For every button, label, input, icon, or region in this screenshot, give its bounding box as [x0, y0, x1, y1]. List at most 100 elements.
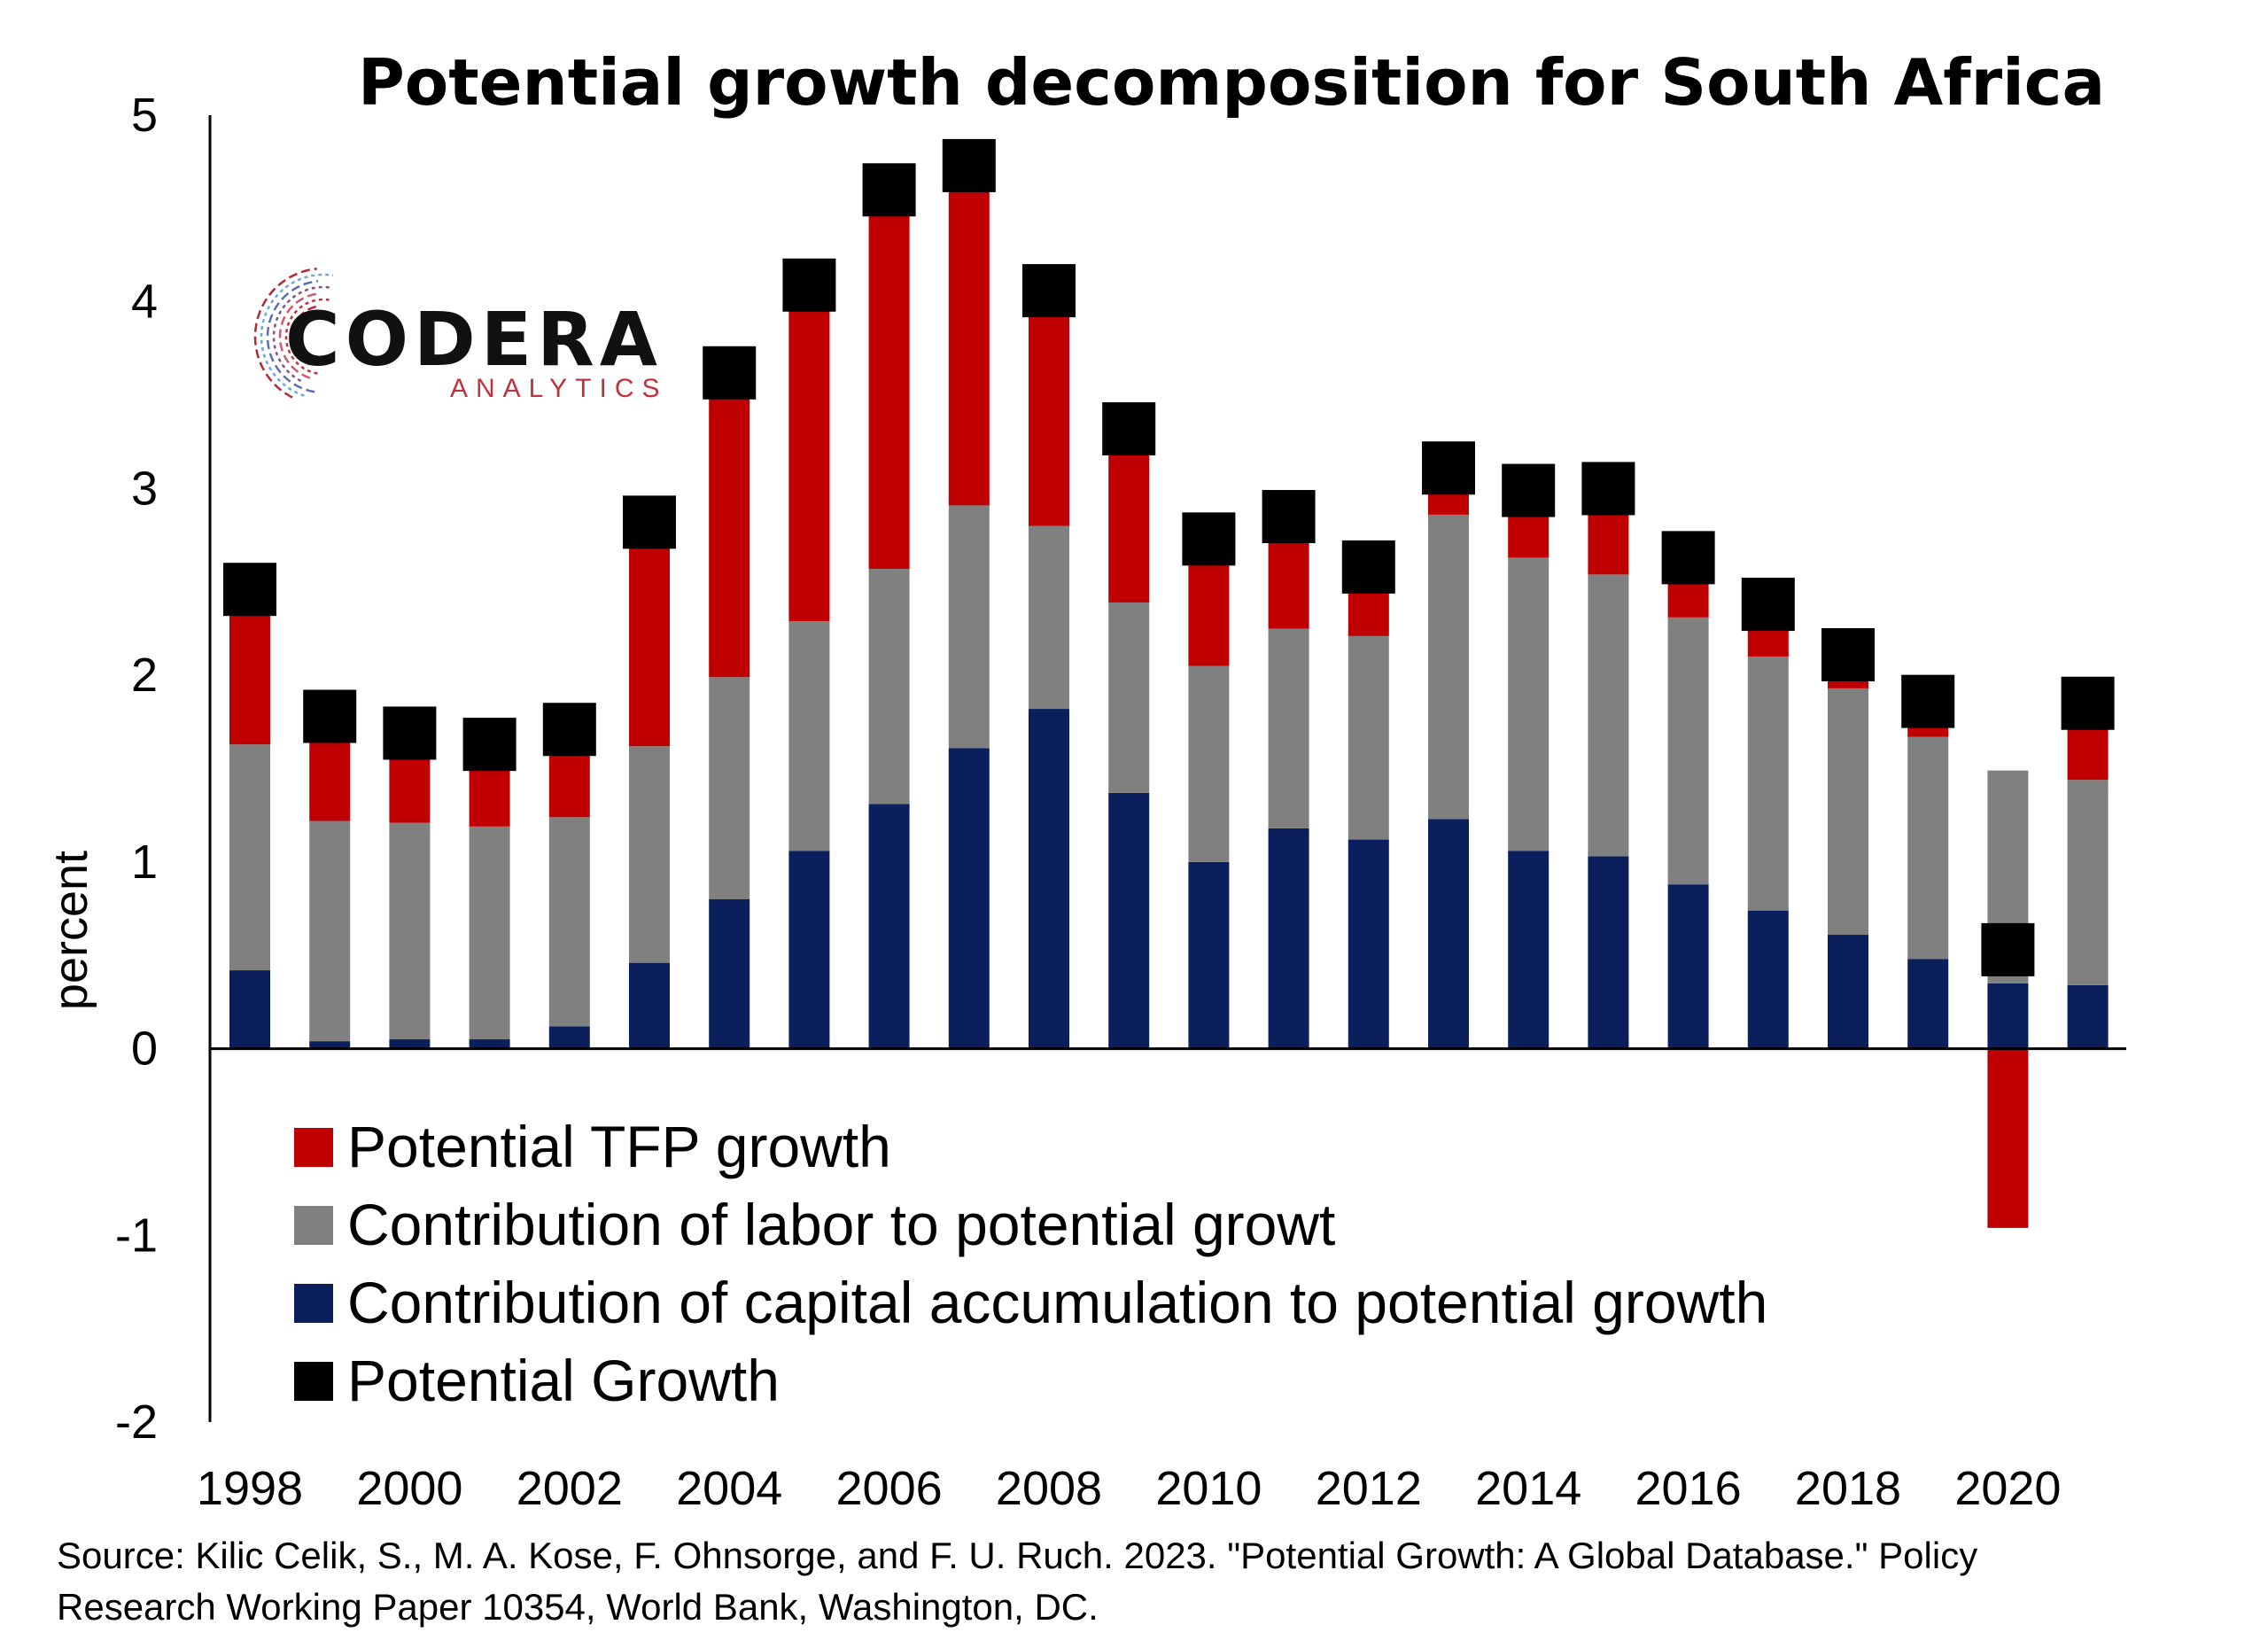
bar-segment-1 — [1747, 657, 1789, 911]
growth-marker — [1661, 531, 1715, 585]
logo-arc — [297, 310, 328, 361]
growth-marker — [862, 163, 916, 217]
bar-segment-1 — [1268, 628, 1309, 828]
growth-marker — [223, 563, 276, 617]
growth-marker — [1182, 512, 1236, 566]
growth-marker — [1581, 462, 1635, 516]
legend-swatch — [294, 1128, 333, 1167]
x-tick-label: 2012 — [1316, 1462, 1422, 1515]
bar-segment-0 — [309, 1041, 351, 1049]
bar-segment-2 — [229, 591, 270, 745]
bar-segment-0 — [709, 899, 750, 1049]
x-tick-label: 2014 — [1475, 1462, 1581, 1515]
legend-swatch — [294, 1206, 333, 1245]
growth-marker — [542, 703, 596, 757]
y-axis-label: percent — [44, 851, 97, 1010]
bar-segment-1 — [1348, 635, 1389, 840]
bar-segment-2 — [1108, 429, 1150, 602]
bar-segment-2 — [1987, 1048, 2029, 1228]
bar-segment-1 — [2067, 780, 2109, 985]
x-tick-label: 2010 — [1155, 1462, 1262, 1515]
bar-segment-0 — [1828, 935, 1868, 1049]
y-tick-label: 4 — [131, 276, 158, 329]
logo-arc — [253, 268, 317, 399]
growth-marker — [942, 138, 996, 192]
chart-title: Potential growth decomposition for South… — [358, 45, 2105, 120]
growth-marker — [1741, 578, 1795, 632]
bar-segment-1 — [709, 677, 750, 899]
bar-segment-2 — [629, 522, 670, 747]
logo-arc — [284, 298, 330, 375]
y-tick-label: 1 — [131, 836, 158, 889]
x-tick-labels: 1998 2000 2002 2004 2006 2008 2010 2012 2014 2016… — [197, 1462, 2062, 1515]
bar-segment-1 — [548, 817, 590, 1027]
markers-layer — [223, 138, 2115, 976]
y-tick-label: -2 — [115, 1395, 158, 1449]
growth-marker — [703, 346, 757, 400]
bar-segment-1 — [1667, 617, 1709, 885]
growth-marker — [303, 689, 357, 743]
bar-segment-0 — [1907, 959, 1949, 1049]
growth-marker — [1901, 674, 1955, 728]
growth-marker — [1821, 627, 1875, 681]
bars-layer — [229, 165, 2109, 1228]
y-tick-label: 3 — [131, 462, 158, 515]
bar-segment-0 — [548, 1026, 590, 1049]
bar-segment-2 — [868, 190, 910, 570]
bar-segment-1 — [629, 746, 670, 963]
bar-segment-0 — [1667, 884, 1709, 1049]
source-line-1: Source: Kilic Celik, S., M. A. Kose, F. … — [57, 1535, 1977, 1576]
growth-marker — [1422, 441, 1475, 495]
bar-segment-1 — [1428, 514, 1469, 820]
bar-segment-1 — [788, 621, 830, 851]
logo-main-text: CODERA — [285, 296, 663, 383]
bar-segment-0 — [788, 851, 830, 1049]
bar-segment-2 — [788, 284, 830, 622]
source-note: Source: Kilic Celik, S., M. A. Kose, F. … — [57, 1535, 1977, 1628]
bar-segment-1 — [1029, 525, 1069, 710]
logo-arc — [278, 292, 320, 379]
bar-segment-1 — [1588, 574, 1629, 857]
y-tick-label: 5 — [131, 89, 158, 142]
y-tick-label: 2 — [131, 649, 158, 702]
bar-segment-0 — [389, 1039, 431, 1049]
bar-segment-2 — [709, 372, 750, 678]
legend-swatch — [294, 1284, 333, 1323]
bar-segment-0 — [469, 1039, 510, 1049]
logo-arc — [266, 280, 319, 393]
logo-arc — [260, 273, 334, 397]
bar-segment-0 — [629, 962, 670, 1049]
bar-segment-0 — [1348, 839, 1389, 1049]
bar-segment-0 — [1428, 819, 1469, 1049]
bar-segment-0 — [1747, 910, 1789, 1049]
growth-marker — [383, 706, 437, 760]
bar-segment-1 — [1907, 736, 1949, 960]
growth-marker — [1502, 463, 1556, 517]
x-tick-label: 2018 — [1795, 1462, 1901, 1515]
bar-segment-0 — [1268, 828, 1309, 1049]
growth-marker — [623, 495, 676, 549]
bar-segment-1 — [1508, 557, 1550, 851]
x-tick-label: 2008 — [996, 1462, 1102, 1515]
bar-segment-0 — [1588, 856, 1629, 1049]
growth-marker — [2061, 676, 2115, 730]
growth-marker — [462, 718, 517, 772]
bar-segment-0 — [948, 748, 990, 1049]
legend-label: Potential Growth — [347, 1348, 780, 1413]
x-tick-label: 2020 — [1954, 1462, 2061, 1515]
x-tick-label: 2000 — [356, 1462, 462, 1515]
bar-segment-0 — [229, 970, 270, 1049]
x-tick-label: 2016 — [1635, 1462, 1742, 1515]
plot-area: 5 4 3 2 1 0 -1 -2 1998 2000 2002 2004 2006 2008 2010 2… — [44, 89, 2126, 1515]
growth-marker — [1981, 922, 2035, 976]
legend-label: Potential TFP growth — [347, 1114, 891, 1179]
legend-label: Contribution of capital accumulation to … — [347, 1270, 1767, 1335]
bar-segment-2 — [948, 165, 990, 506]
y-tick-label: -1 — [115, 1209, 158, 1262]
bar-segment-0 — [1188, 861, 1230, 1049]
x-tick-label: 2002 — [517, 1462, 623, 1515]
growth-marker — [1262, 490, 1316, 544]
bar-segment-0 — [2067, 984, 2109, 1049]
x-tick-label: 2006 — [836, 1462, 943, 1515]
